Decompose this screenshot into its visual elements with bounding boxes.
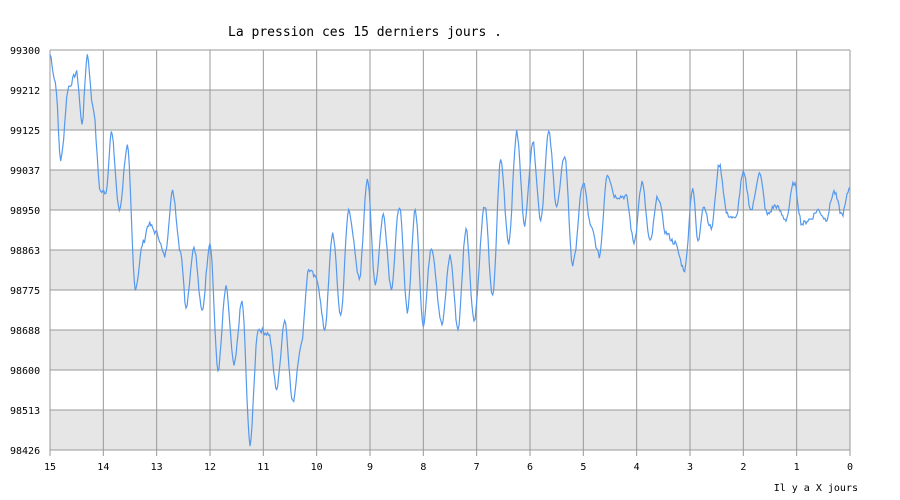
x-tick-label: 2 (740, 462, 746, 473)
y-tick-label: 98863 (10, 246, 40, 257)
y-tick-label: 98688 (10, 326, 40, 337)
x-tick-label: 11 (257, 462, 269, 473)
y-axis-ticks: 99300 99212 99125 99037 98950 98863 98775 98688… (10, 46, 40, 457)
x-tick-label: 0 (847, 462, 853, 473)
x-tick-label: 7 (474, 462, 480, 473)
x-tick-label: 3 (687, 462, 693, 473)
y-tick-label: 98600 (10, 366, 40, 377)
x-tick-label: 5 (580, 462, 586, 473)
x-tick-label: 10 (311, 462, 323, 473)
chart-grid (49, 49, 851, 456)
x-tick-label: 15 (44, 462, 56, 473)
x-tick-label: 4 (634, 462, 640, 473)
y-tick-label: 99037 (10, 166, 40, 177)
y-tick-label: 98513 (10, 406, 40, 417)
grid-band (50, 90, 850, 130)
x-tick-label: 1 (794, 462, 800, 473)
x-tick-label: 14 (97, 462, 109, 473)
y-tick-label: 99300 (10, 46, 40, 57)
x-tick-label: 8 (420, 462, 426, 473)
y-tick-label: 99212 (10, 86, 40, 97)
series-line (49, 54, 851, 447)
x-tick-label: 12 (204, 462, 216, 473)
chart-bands (50, 90, 850, 450)
y-tick-label: 98426 (10, 446, 40, 457)
y-tick-label: 98950 (10, 206, 40, 217)
x-tick-label: 6 (527, 462, 533, 473)
y-tick-label: 99125 (10, 126, 40, 137)
x-axis-ticks: 15 14 13 12 11 10 9 8 7 6 5 4 3 2 1 0 (44, 462, 853, 473)
x-tick-label: 13 (151, 462, 163, 473)
y-tick-label: 98775 (10, 286, 40, 297)
grid-band (50, 330, 850, 370)
chart-title: La pression ces 15 derniers jours . (228, 25, 502, 40)
grid-band (50, 410, 850, 450)
x-tick-label: 9 (367, 462, 373, 473)
x-axis-label: Il y a X jours (773, 483, 858, 494)
